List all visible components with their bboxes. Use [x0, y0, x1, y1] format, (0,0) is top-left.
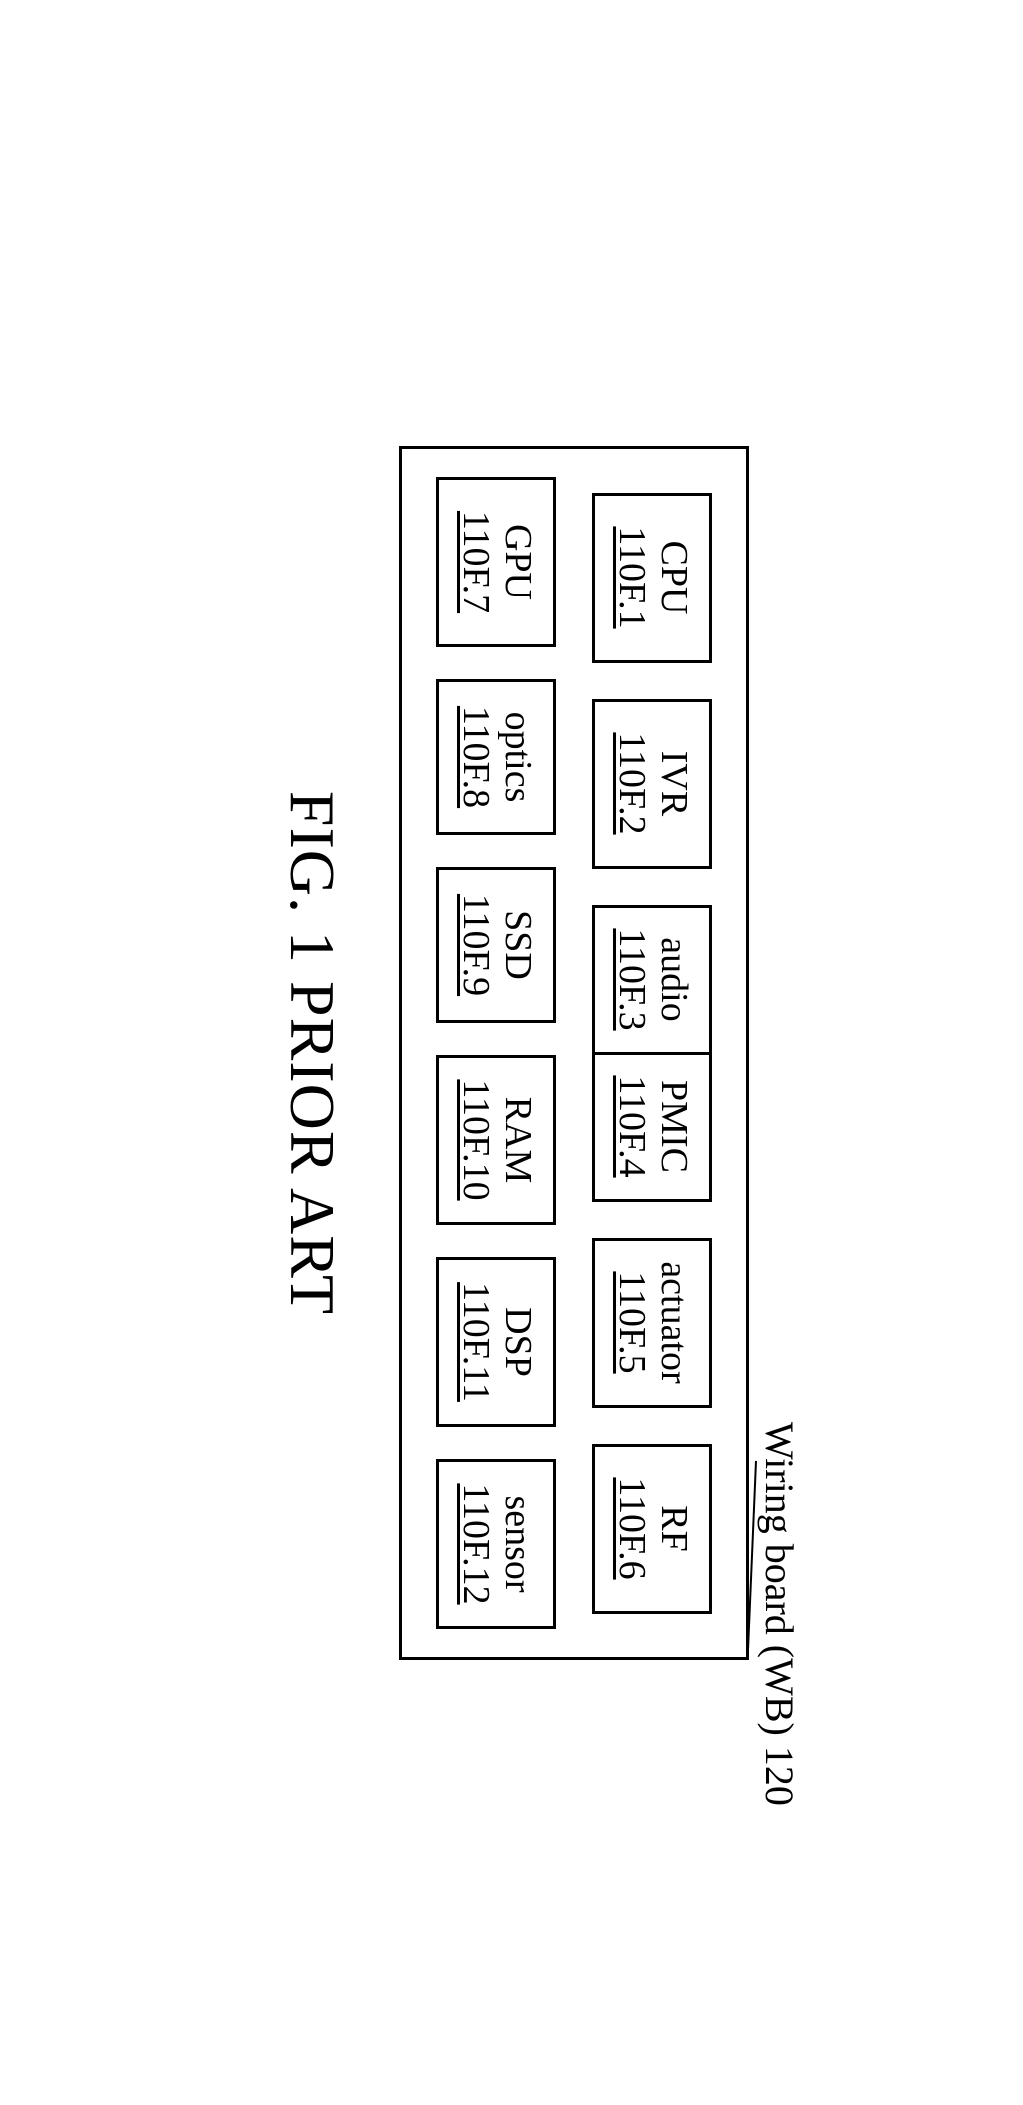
chip-ref: 110F.11: [454, 1282, 496, 1402]
chip-ref: 110F.1: [610, 526, 652, 628]
rotated-container: Wiring board (WB) 120 CPU110F.1IVR110F.2…: [275, 446, 749, 1660]
chip-ram: RAM110F.10: [436, 1055, 556, 1225]
chip-name: RAM: [496, 1096, 538, 1183]
chip-ref: 110F.3: [610, 928, 652, 1030]
chip-name: sensor: [496, 1495, 538, 1592]
chip-name: IVR: [652, 750, 694, 815]
figure-caption: FIG. 1 PRIOR ART: [275, 790, 349, 1314]
chip-name: optics: [496, 711, 538, 802]
chip-name: DSP: [496, 1307, 538, 1377]
chip-row: GPU110F.7 optics110F.8 SSD110F.9 RAM110F.10…: [436, 477, 556, 1629]
chip-ref: 110F.5: [610, 1271, 652, 1373]
chip-ssd: SSD110F.9: [436, 867, 556, 1023]
chip-name: RF: [652, 1505, 694, 1551]
chip-name: CPU: [652, 540, 694, 614]
wiring-board: CPU110F.1IVR110F.2audio110F.3PMIC110F.4a…: [399, 446, 749, 1660]
board-label: Wiring board (WB) 120: [756, 1422, 803, 1806]
chip-ivr: IVR110F.2: [592, 698, 712, 868]
chip-dsp: DSP110F.11: [436, 1257, 556, 1427]
page: Wiring board (WB) 120 CPU110F.1 IVR110F.2…: [0, 0, 1023, 2105]
chip-ref: 110F.7: [454, 510, 496, 612]
chip-name: audio: [652, 937, 694, 1021]
chip-row: CPU110F.1IVR110F.2audio110F.3PMIC110F.4a…: [592, 477, 712, 1629]
chip-rf: RF110F.6: [592, 1443, 712, 1613]
chip-name: PMIC: [652, 1080, 694, 1173]
chip-ref: 110F.6: [610, 1477, 652, 1579]
chip-ref: 110F.9: [454, 893, 496, 995]
chip-name: SSD: [496, 910, 538, 980]
chip-sensor: sensor110F.12: [436, 1459, 556, 1629]
chip-audio: audio110F.3: [592, 904, 712, 1054]
chip-actuator: actuator110F.5: [592, 1237, 712, 1407]
chip-ref: 110F.4: [610, 1075, 652, 1177]
chip-optics: optics110F.8: [436, 679, 556, 835]
diagram: Wiring board (WB) 120 CPU110F.1IVR110F.2…: [275, 446, 749, 1660]
board-area: Wiring board (WB) 120 CPU110F.1IVR110F.2…: [399, 446, 749, 1660]
chip-ref: 110F.2: [610, 732, 652, 834]
chip-name: actuator: [652, 1261, 694, 1383]
chip-ref: 110F.10: [454, 1079, 496, 1200]
chip-cpu: CPU110F.1: [592, 492, 712, 662]
chip-pmic: PMIC110F.4: [592, 1051, 712, 1201]
chip-ref: 110F.12: [454, 1483, 496, 1604]
chip-gpu: GPU110F.7: [436, 477, 556, 647]
chip-ref: 110F.8: [454, 705, 496, 807]
chip-name: GPU: [496, 523, 538, 599]
